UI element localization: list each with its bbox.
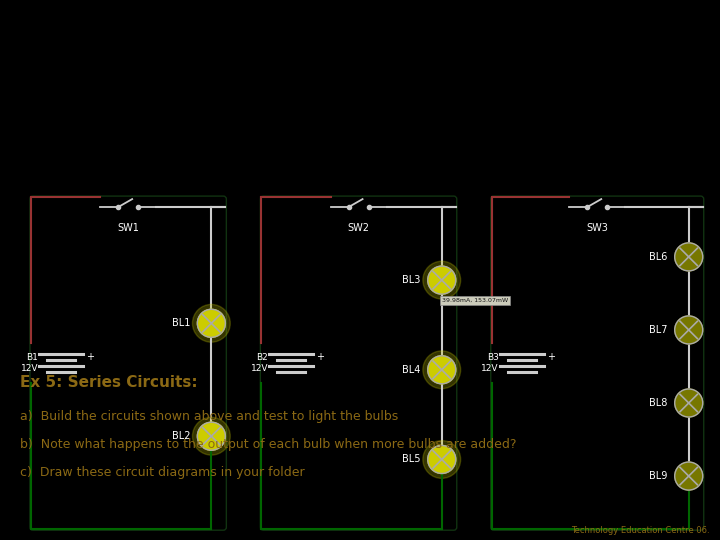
Circle shape — [423, 441, 461, 478]
Circle shape — [428, 266, 456, 294]
Text: BL7: BL7 — [649, 325, 667, 335]
Circle shape — [423, 261, 461, 299]
Text: B3
12V: B3 12V — [481, 354, 499, 373]
Circle shape — [428, 446, 456, 474]
Text: BL4: BL4 — [402, 365, 420, 375]
Text: BL6: BL6 — [649, 252, 667, 262]
Text: 39.98mA, 153.07mW: 39.98mA, 153.07mW — [442, 298, 508, 303]
Text: SW3: SW3 — [586, 223, 608, 233]
Text: Technology Education Centre 06.: Technology Education Centre 06. — [572, 526, 710, 535]
Text: BL5: BL5 — [402, 455, 420, 464]
Text: +: + — [316, 352, 324, 362]
Text: B2
12V: B2 12V — [251, 354, 269, 373]
Circle shape — [423, 351, 461, 389]
Text: BL9: BL9 — [649, 471, 667, 481]
Circle shape — [675, 243, 703, 271]
Text: +: + — [546, 352, 554, 362]
Text: c)  Draw these circuit diagrams in your folder: c) Draw these circuit diagrams in your f… — [20, 466, 305, 479]
Text: SW2: SW2 — [348, 223, 369, 233]
Circle shape — [197, 422, 225, 450]
Circle shape — [192, 305, 230, 342]
Text: SW1: SW1 — [117, 223, 139, 233]
Circle shape — [675, 316, 703, 344]
Text: Ex 5: Series Circuits:: Ex 5: Series Circuits: — [20, 375, 197, 390]
Text: +: + — [86, 352, 94, 362]
Circle shape — [192, 417, 230, 455]
Text: b)  Note what happens to the output of each bulb when more bulbs are added?: b) Note what happens to the output of ea… — [20, 438, 516, 451]
Circle shape — [428, 356, 456, 384]
Text: BL3: BL3 — [402, 275, 420, 285]
Text: BL8: BL8 — [649, 398, 667, 408]
Text: B1
12V: B1 12V — [20, 354, 38, 373]
Text: a)  Build the circuits shown above and test to light the bulbs: a) Build the circuits shown above and te… — [20, 410, 398, 423]
Circle shape — [197, 309, 225, 338]
Circle shape — [675, 462, 703, 490]
Circle shape — [675, 389, 703, 417]
Text: BL1: BL1 — [172, 318, 190, 328]
Text: BL2: BL2 — [172, 431, 190, 441]
